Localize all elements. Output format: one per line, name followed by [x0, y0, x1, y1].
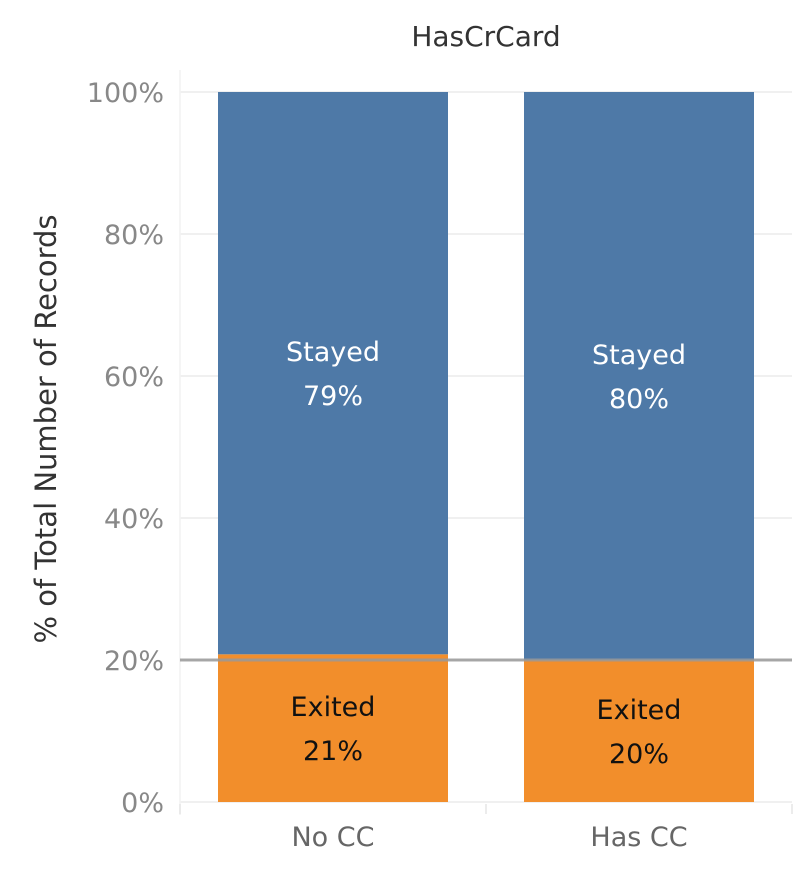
bar-segment-exited	[524, 660, 754, 802]
segment-name-label: Stayed	[286, 337, 380, 368]
segment-labels: Exited 21% Stayed 79% Exited 20% Stayed 80%	[286, 337, 686, 770]
segment-value-label: 79%	[303, 381, 363, 412]
segment-name-label: Exited	[597, 695, 682, 726]
y-axis-label: % of Total Number of Records	[29, 214, 63, 643]
y-tick-label: 60%	[104, 362, 164, 393]
y-tick-label: 40%	[104, 504, 164, 535]
bar-segment-stayed	[524, 92, 754, 660]
segment-value-label: 20%	[609, 739, 669, 770]
y-tick-label: 20%	[104, 646, 164, 677]
y-axis-ticks: 0% 20% 40% 60% 80% 100%	[87, 78, 164, 819]
y-tick-label: 100%	[87, 78, 164, 109]
bar-segment-exited	[218, 654, 448, 802]
segment-value-label: 21%	[303, 736, 363, 767]
bars	[218, 92, 754, 802]
segment-value-label: 80%	[609, 384, 669, 415]
y-tick-label: 80%	[104, 220, 164, 251]
x-category-label: Has CC	[590, 822, 687, 853]
bar-segment-stayed	[218, 92, 448, 655]
segment-name-label: Stayed	[592, 340, 686, 371]
segment-name-label: Exited	[291, 692, 376, 723]
y-tick-label: 0%	[121, 788, 164, 819]
x-category-label: No CC	[291, 822, 374, 853]
chart-title: HasCrCard	[411, 20, 560, 53]
x-axis-ticks: No CC Has CC	[291, 822, 687, 853]
